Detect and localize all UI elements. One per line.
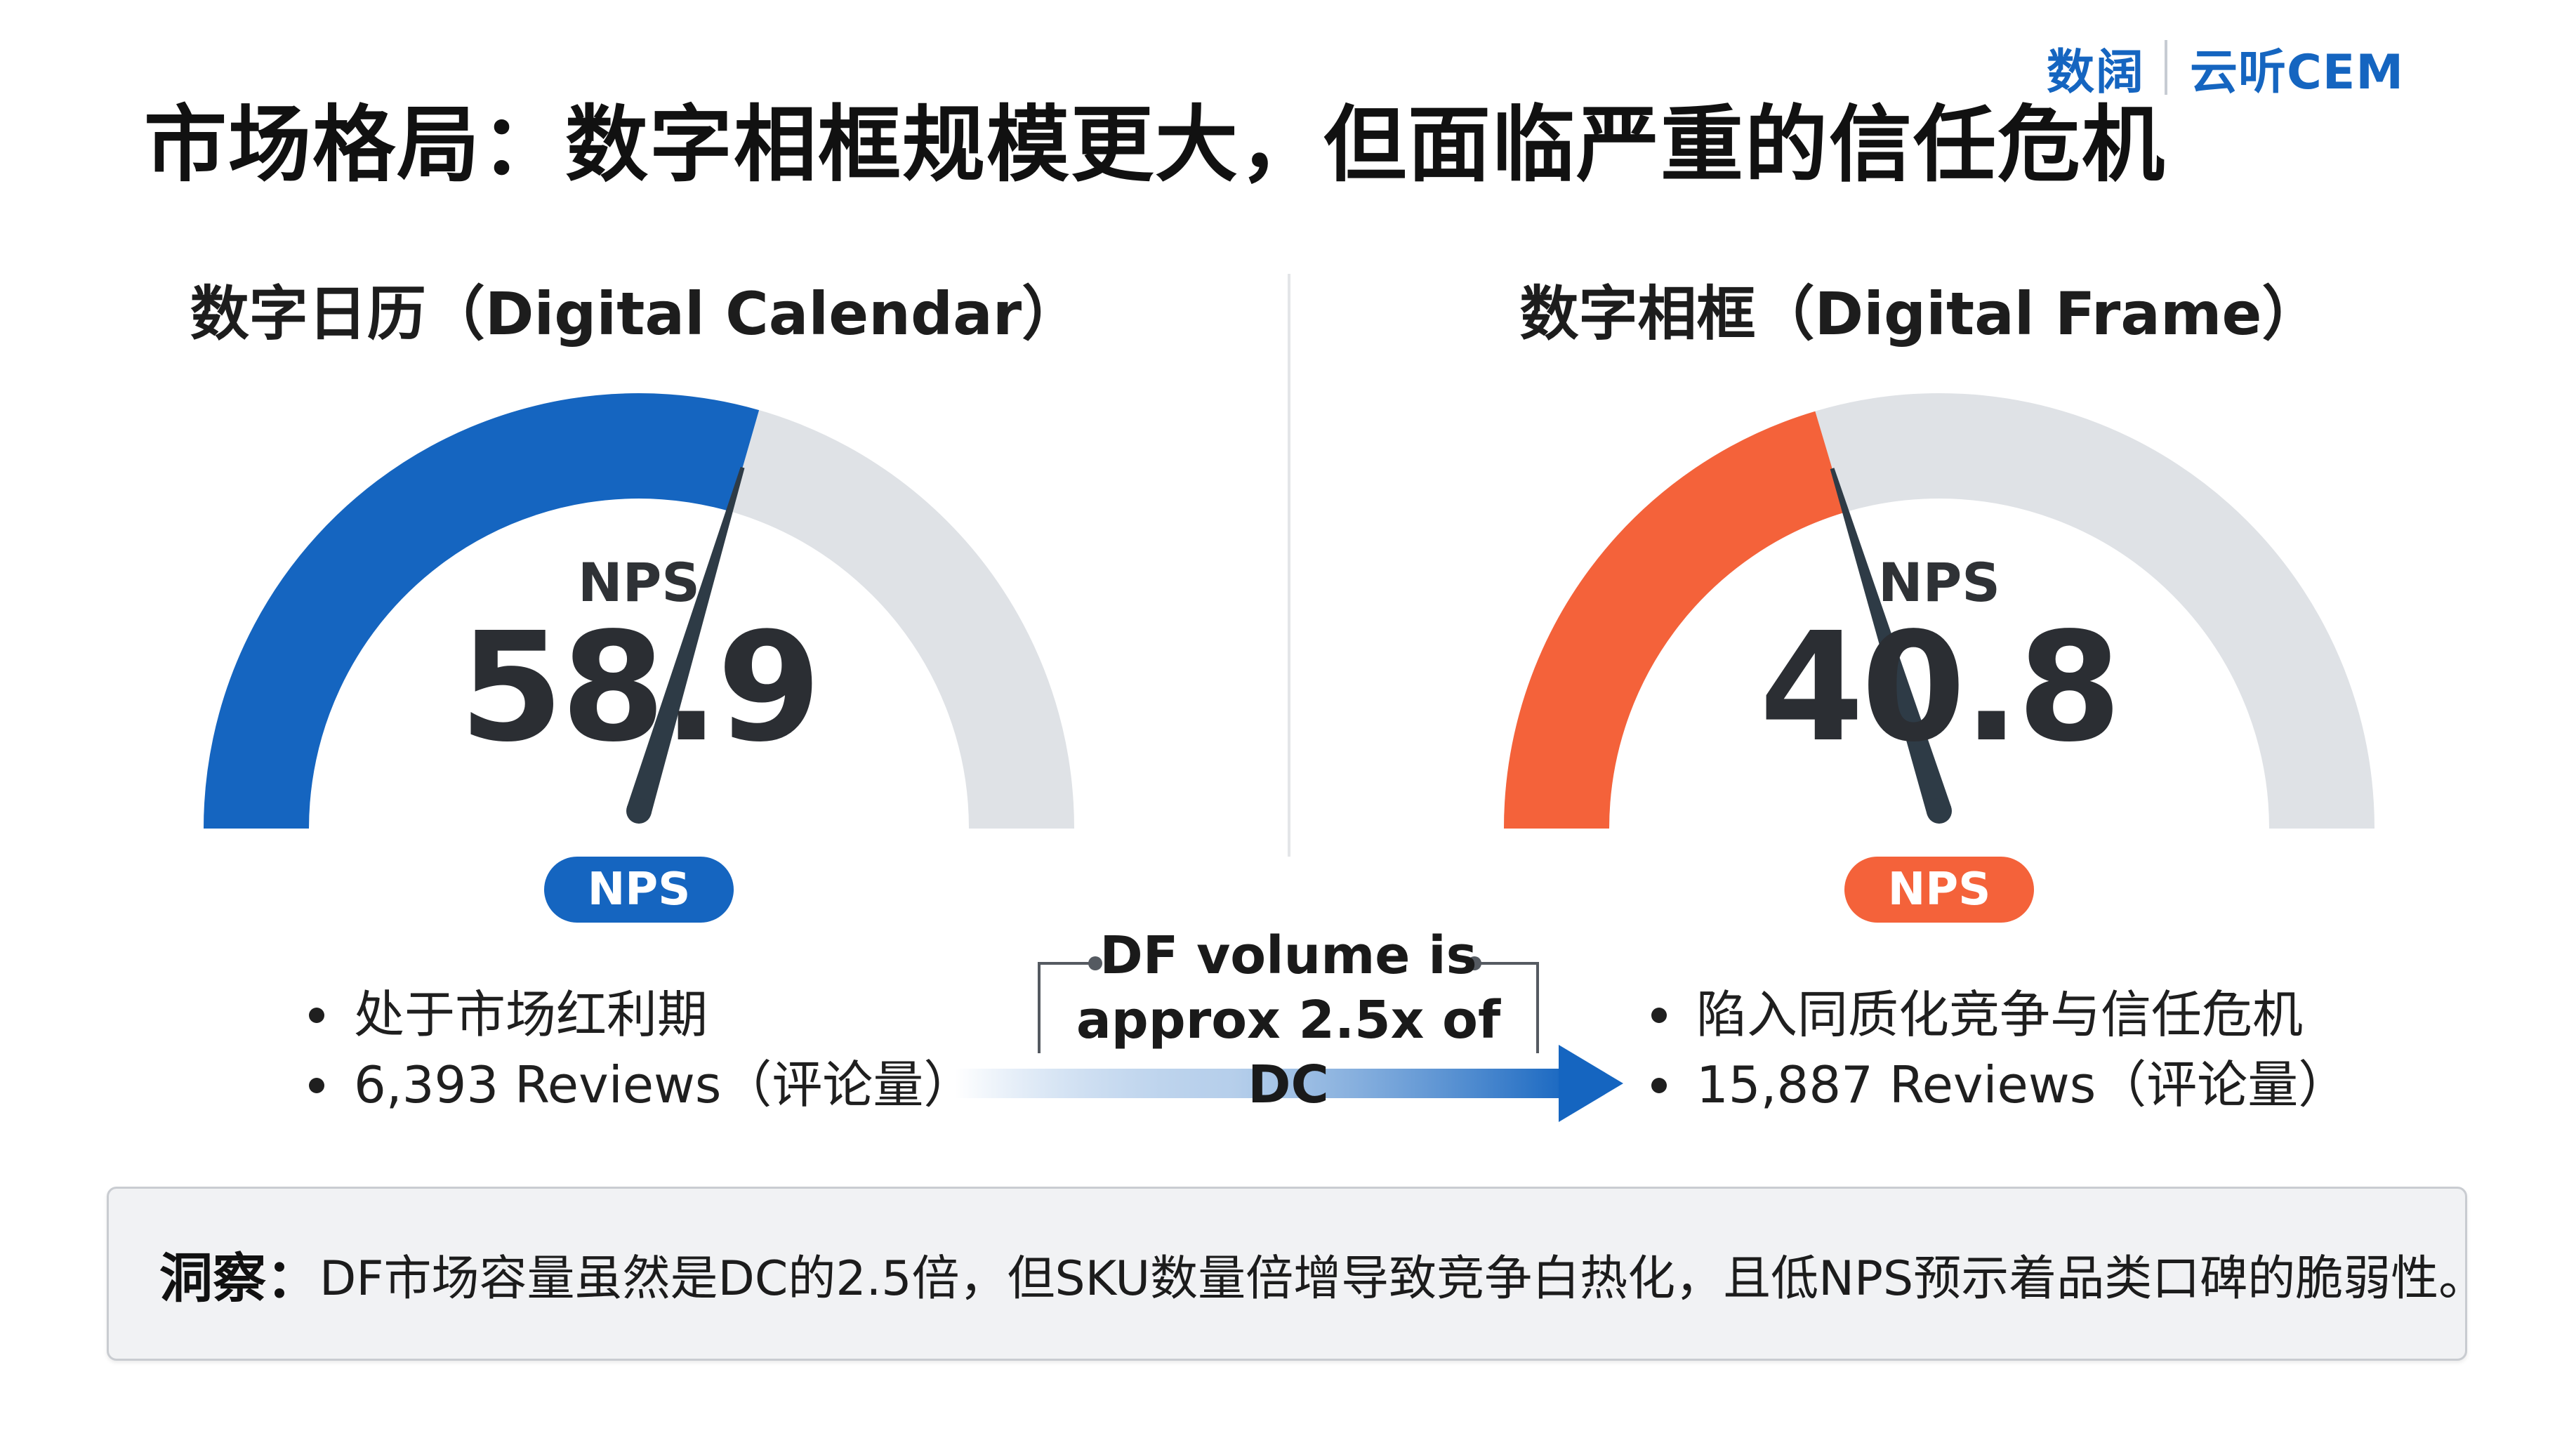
dc-gauge-needle bbox=[626, 466, 745, 815]
dc-gauge-hub bbox=[626, 798, 652, 824]
dc-gauge-value: 58.9 bbox=[459, 600, 821, 775]
list-item: 15,887 Reviews（评论量） bbox=[1651, 1050, 2349, 1120]
dc-panel-title: 数字日历（Digital Calendar） bbox=[190, 279, 1081, 348]
arrow-shaft bbox=[955, 1069, 1573, 1098]
df-bullet-text: 陷入同质化竞争与信任危机 bbox=[1696, 985, 2304, 1044]
df-bullets: 陷入同质化竞争与信任危机 15,887 Reviews（评论量） bbox=[1651, 979, 2349, 1120]
arrow-head bbox=[1559, 1045, 1623, 1122]
dc-bullet-text: 6,393 Reviews（评论量） bbox=[354, 1055, 975, 1114]
insight-text: DF市场容量虽然是DC的2.5倍，但SKU数量倍增导致竞争白热化，且低NPS预示… bbox=[319, 1251, 2487, 1307]
df-nps-badge: NPS bbox=[1844, 857, 2034, 923]
bracket-right-dot bbox=[1467, 956, 1481, 970]
logo-product: 云听CEM bbox=[2190, 44, 2405, 100]
comparison-bracket bbox=[1038, 956, 1539, 1053]
df-gauge bbox=[1504, 393, 2374, 829]
df-gauge-fill bbox=[1504, 411, 1846, 829]
dc-nps-badge: NPS bbox=[544, 857, 734, 923]
comparison-label: DF volume is approx 2.5x of DC bbox=[1032, 923, 1545, 1117]
insight-label: 洞察： bbox=[159, 1247, 319, 1310]
bracket-right bbox=[1474, 962, 1539, 1053]
list-item: 6,393 Reviews（评论量） bbox=[309, 1050, 974, 1120]
comparison-line-2: approx 2.5x of DC bbox=[1076, 990, 1501, 1115]
insight-box: 洞察： DF市场容量虽然是DC的2.5倍，但SKU数量倍增导致竞争白热化，且低N… bbox=[107, 1187, 2486, 1361]
df-bullet-text: 15,887 Reviews（评论量） bbox=[1696, 1055, 2349, 1114]
bullet-dot bbox=[309, 1008, 324, 1023]
page-title: 市场格局：数字相框规模更大，但面临严重的信任危机 bbox=[144, 96, 2167, 193]
bullet-dot bbox=[309, 1078, 324, 1093]
dc-gauge bbox=[204, 393, 1074, 829]
bullet-dot bbox=[1651, 1008, 1667, 1023]
df-gauge-hub bbox=[1927, 798, 1952, 824]
bracket-left bbox=[1038, 962, 1095, 1053]
df-gauge-needle bbox=[1830, 468, 1952, 815]
logo-divider bbox=[2165, 40, 2168, 95]
dc-bullets: 处于市场红利期 6,393 Reviews（评论量） bbox=[309, 979, 974, 1120]
bracket-left-dot bbox=[1088, 956, 1102, 970]
logo: 数阔 云听CEM bbox=[2047, 32, 2404, 103]
df-panel-title: 数字相框（Digital Frame） bbox=[1519, 279, 2321, 348]
df-gauge-label: NPS bbox=[1877, 551, 2001, 614]
dc-gauge-label: NPS bbox=[577, 551, 701, 614]
list-item: 处于市场红利期 bbox=[309, 979, 974, 1050]
comparison-line-1: DF volume is bbox=[1099, 925, 1477, 986]
bullet-dot bbox=[1651, 1078, 1667, 1093]
dc-gauge-fill bbox=[204, 393, 760, 829]
logo-brand: 数阔 bbox=[2047, 44, 2146, 100]
df-gauge-value: 40.8 bbox=[1759, 600, 2122, 775]
dc-bullet-text: 处于市场红利期 bbox=[354, 985, 708, 1044]
list-item: 陷入同质化竞争与信任危机 bbox=[1651, 979, 2349, 1050]
panel-divider bbox=[1288, 274, 1290, 857]
